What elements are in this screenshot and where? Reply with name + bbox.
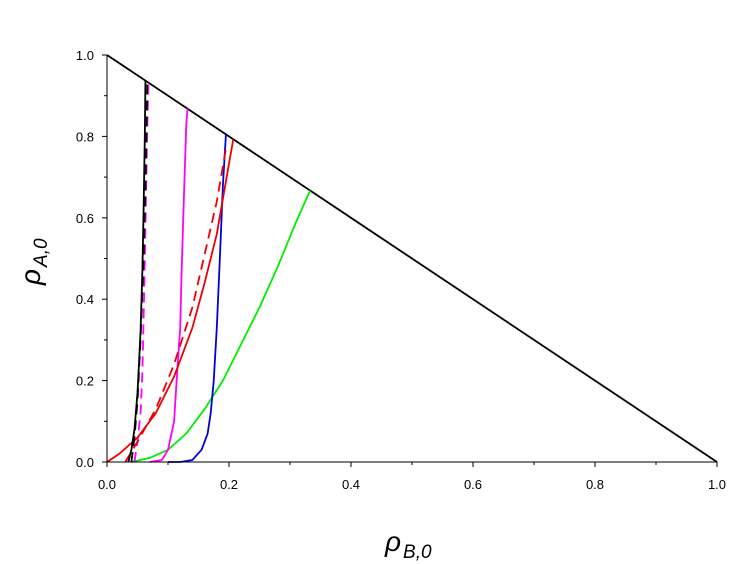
series-line <box>149 108 189 463</box>
axes-layer <box>102 54 718 467</box>
x-axis-label-symbol: ρ <box>384 526 401 557</box>
y-tick-label: 0.2 <box>76 374 94 389</box>
y-tick-label: 0.8 <box>76 129 94 144</box>
series-line <box>168 134 227 463</box>
y-axis-label-symbol: ρ <box>15 269 46 286</box>
x-tick-label: 0.6 <box>464 477 482 492</box>
series-line <box>106 54 718 463</box>
x-axis-label: ρ B,0 <box>384 526 432 563</box>
x-axis-label-subscript: B,0 <box>403 542 432 563</box>
y-axis-label-subscript: A,0 <box>31 238 52 268</box>
series-line <box>130 81 149 463</box>
x-tick-label: 0.4 <box>342 477 360 492</box>
x-tick-label: 0.8 <box>586 477 604 492</box>
y-tick-label: 1.0 <box>76 48 94 63</box>
y-tick-label: 0.6 <box>76 211 94 226</box>
series-line <box>106 139 235 463</box>
series-line <box>131 190 311 463</box>
tick-label-layer: 0.0 0.2 0.4 0.6 0.8 1.0 0.0 0.2 0.4 0.6 0.8 1.0 <box>76 48 726 492</box>
series-layer <box>106 54 718 463</box>
y-tick-label: 0.0 <box>76 455 94 470</box>
x-tick-label: 1.0 <box>708 477 726 492</box>
x-tick-label: 0.2 <box>220 477 238 492</box>
y-tick-label: 0.4 <box>76 292 94 307</box>
y-axis-label: ρA,0 <box>15 238 52 286</box>
x-tick-label: 0.0 <box>98 477 116 492</box>
